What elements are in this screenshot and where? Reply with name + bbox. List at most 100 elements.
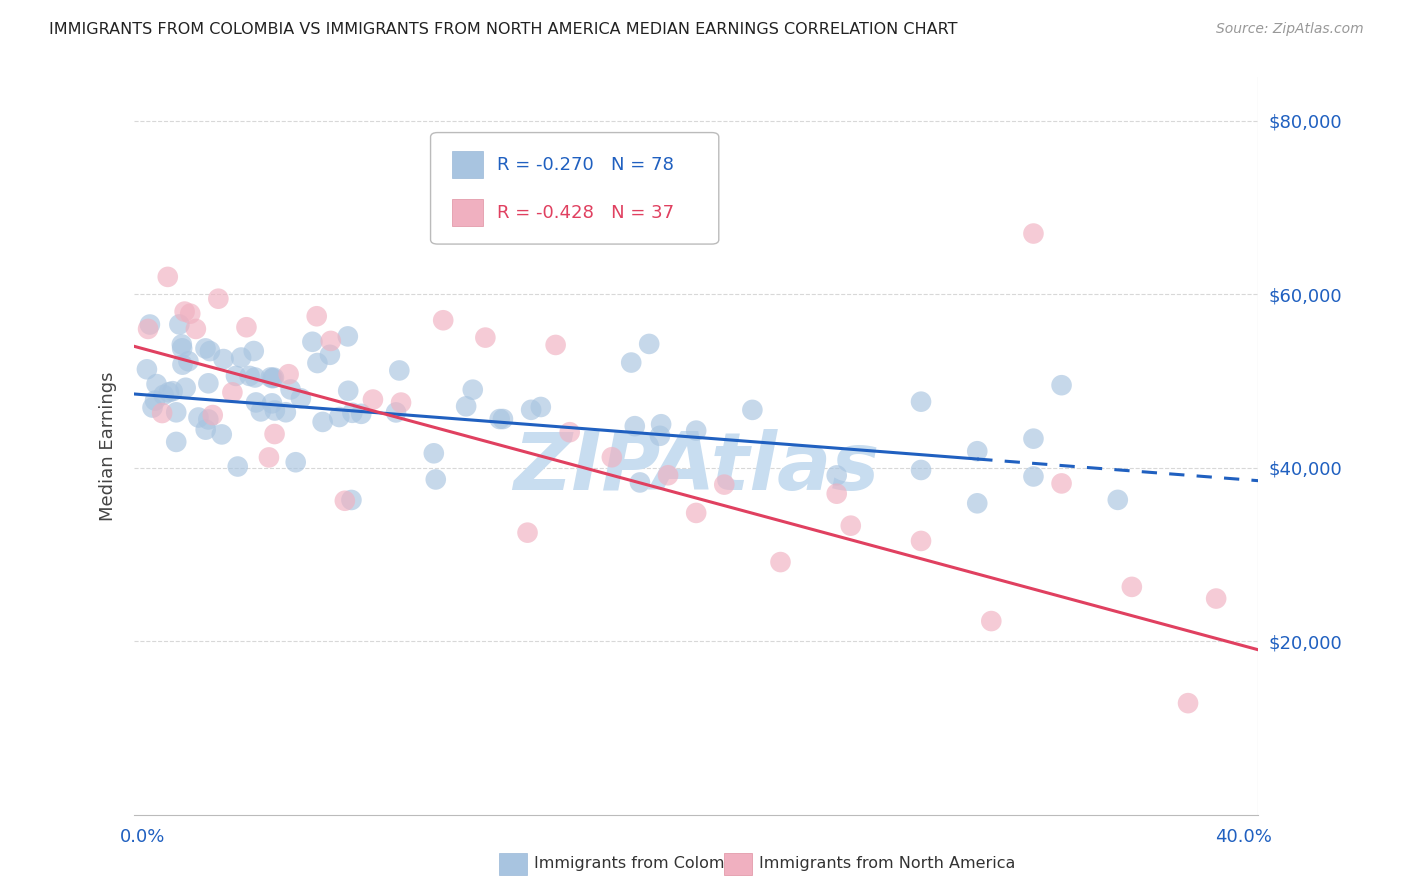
Point — [260, 370, 283, 384]
Point — [194, 342, 217, 356]
Point — [262, 371, 284, 385]
Point — [139, 318, 162, 332]
Point — [966, 444, 988, 458]
Text: IMMIGRANTS FROM COLOMBIA VS IMMIGRANTS FROM NORTH AMERICA MEDIAN EARNINGS CORREL: IMMIGRANTS FROM COLOMBIA VS IMMIGRANTS F… — [49, 22, 957, 37]
Point — [685, 506, 707, 520]
Point — [257, 450, 280, 465]
Point — [530, 400, 553, 414]
Point — [235, 320, 257, 334]
Point — [225, 368, 247, 383]
Point — [311, 415, 333, 429]
Point — [173, 304, 195, 318]
Point — [657, 468, 679, 483]
Point — [319, 348, 342, 362]
Point — [1050, 476, 1073, 491]
Point — [628, 475, 651, 490]
Point — [156, 269, 179, 284]
Point — [184, 322, 207, 336]
Point — [825, 486, 848, 500]
Point — [145, 377, 167, 392]
Point — [239, 368, 262, 383]
Point — [516, 525, 538, 540]
Point — [172, 342, 194, 356]
Point — [340, 492, 363, 507]
Point — [638, 337, 661, 351]
Text: 40.0%: 40.0% — [1216, 828, 1272, 846]
Point — [152, 388, 174, 402]
Text: Immigrants from North America: Immigrants from North America — [759, 856, 1015, 871]
Point — [162, 384, 184, 399]
Point — [648, 429, 671, 443]
Point — [212, 352, 235, 367]
Point — [474, 330, 496, 344]
Point — [197, 412, 219, 426]
Point — [389, 395, 412, 409]
Point — [135, 362, 157, 376]
Point — [226, 459, 249, 474]
Point — [1107, 492, 1129, 507]
Point — [741, 403, 763, 417]
Point — [520, 402, 543, 417]
Point — [1050, 378, 1073, 392]
Point — [169, 318, 191, 332]
Point — [177, 354, 200, 368]
Point — [839, 518, 862, 533]
Point — [1022, 227, 1045, 241]
Point — [284, 455, 307, 469]
Point — [319, 334, 342, 348]
Point — [769, 555, 792, 569]
Point — [336, 329, 359, 343]
Point — [385, 405, 408, 419]
Point — [301, 334, 323, 349]
Point — [623, 419, 645, 434]
Point — [461, 383, 484, 397]
Point — [425, 473, 447, 487]
Point — [342, 406, 364, 420]
Text: ZIPAtlas: ZIPAtlas — [513, 429, 879, 508]
Point — [328, 410, 350, 425]
Point — [274, 405, 297, 419]
Point — [432, 313, 454, 327]
Point — [221, 385, 243, 400]
Point — [197, 376, 219, 391]
Point — [650, 417, 672, 432]
Point — [141, 401, 163, 415]
Point — [207, 292, 229, 306]
Point — [620, 355, 643, 369]
Point — [172, 358, 194, 372]
Point — [307, 356, 329, 370]
Point — [361, 392, 384, 407]
Point — [980, 614, 1002, 628]
Text: R = -0.428   N = 37: R = -0.428 N = 37 — [496, 204, 673, 222]
Text: 0.0%: 0.0% — [120, 828, 166, 846]
Point — [245, 395, 267, 409]
Point — [544, 338, 567, 352]
Point — [174, 381, 197, 395]
Point — [211, 427, 233, 442]
Point — [1022, 432, 1045, 446]
Point — [1177, 696, 1199, 710]
Point — [423, 446, 446, 460]
Point — [263, 370, 285, 384]
Point — [242, 344, 264, 359]
Point — [1205, 591, 1227, 606]
Point — [825, 468, 848, 483]
Point — [264, 403, 287, 417]
Point — [1121, 580, 1143, 594]
Point — [231, 351, 253, 365]
Text: R = -0.270   N = 78: R = -0.270 N = 78 — [496, 156, 673, 174]
Y-axis label: Median Earnings: Median Earnings — [100, 371, 117, 521]
Point — [187, 410, 209, 425]
Point — [910, 463, 932, 477]
Point — [1022, 469, 1045, 483]
Text: Immigrants from Colombia: Immigrants from Colombia — [534, 856, 749, 871]
Point — [201, 408, 224, 422]
Point — [157, 385, 180, 400]
Point — [260, 396, 283, 410]
Point — [194, 423, 217, 437]
Text: Source: ZipAtlas.com: Source: ZipAtlas.com — [1216, 22, 1364, 37]
Point — [388, 363, 411, 377]
Point — [333, 493, 356, 508]
Point — [263, 427, 285, 442]
Point — [350, 407, 373, 421]
